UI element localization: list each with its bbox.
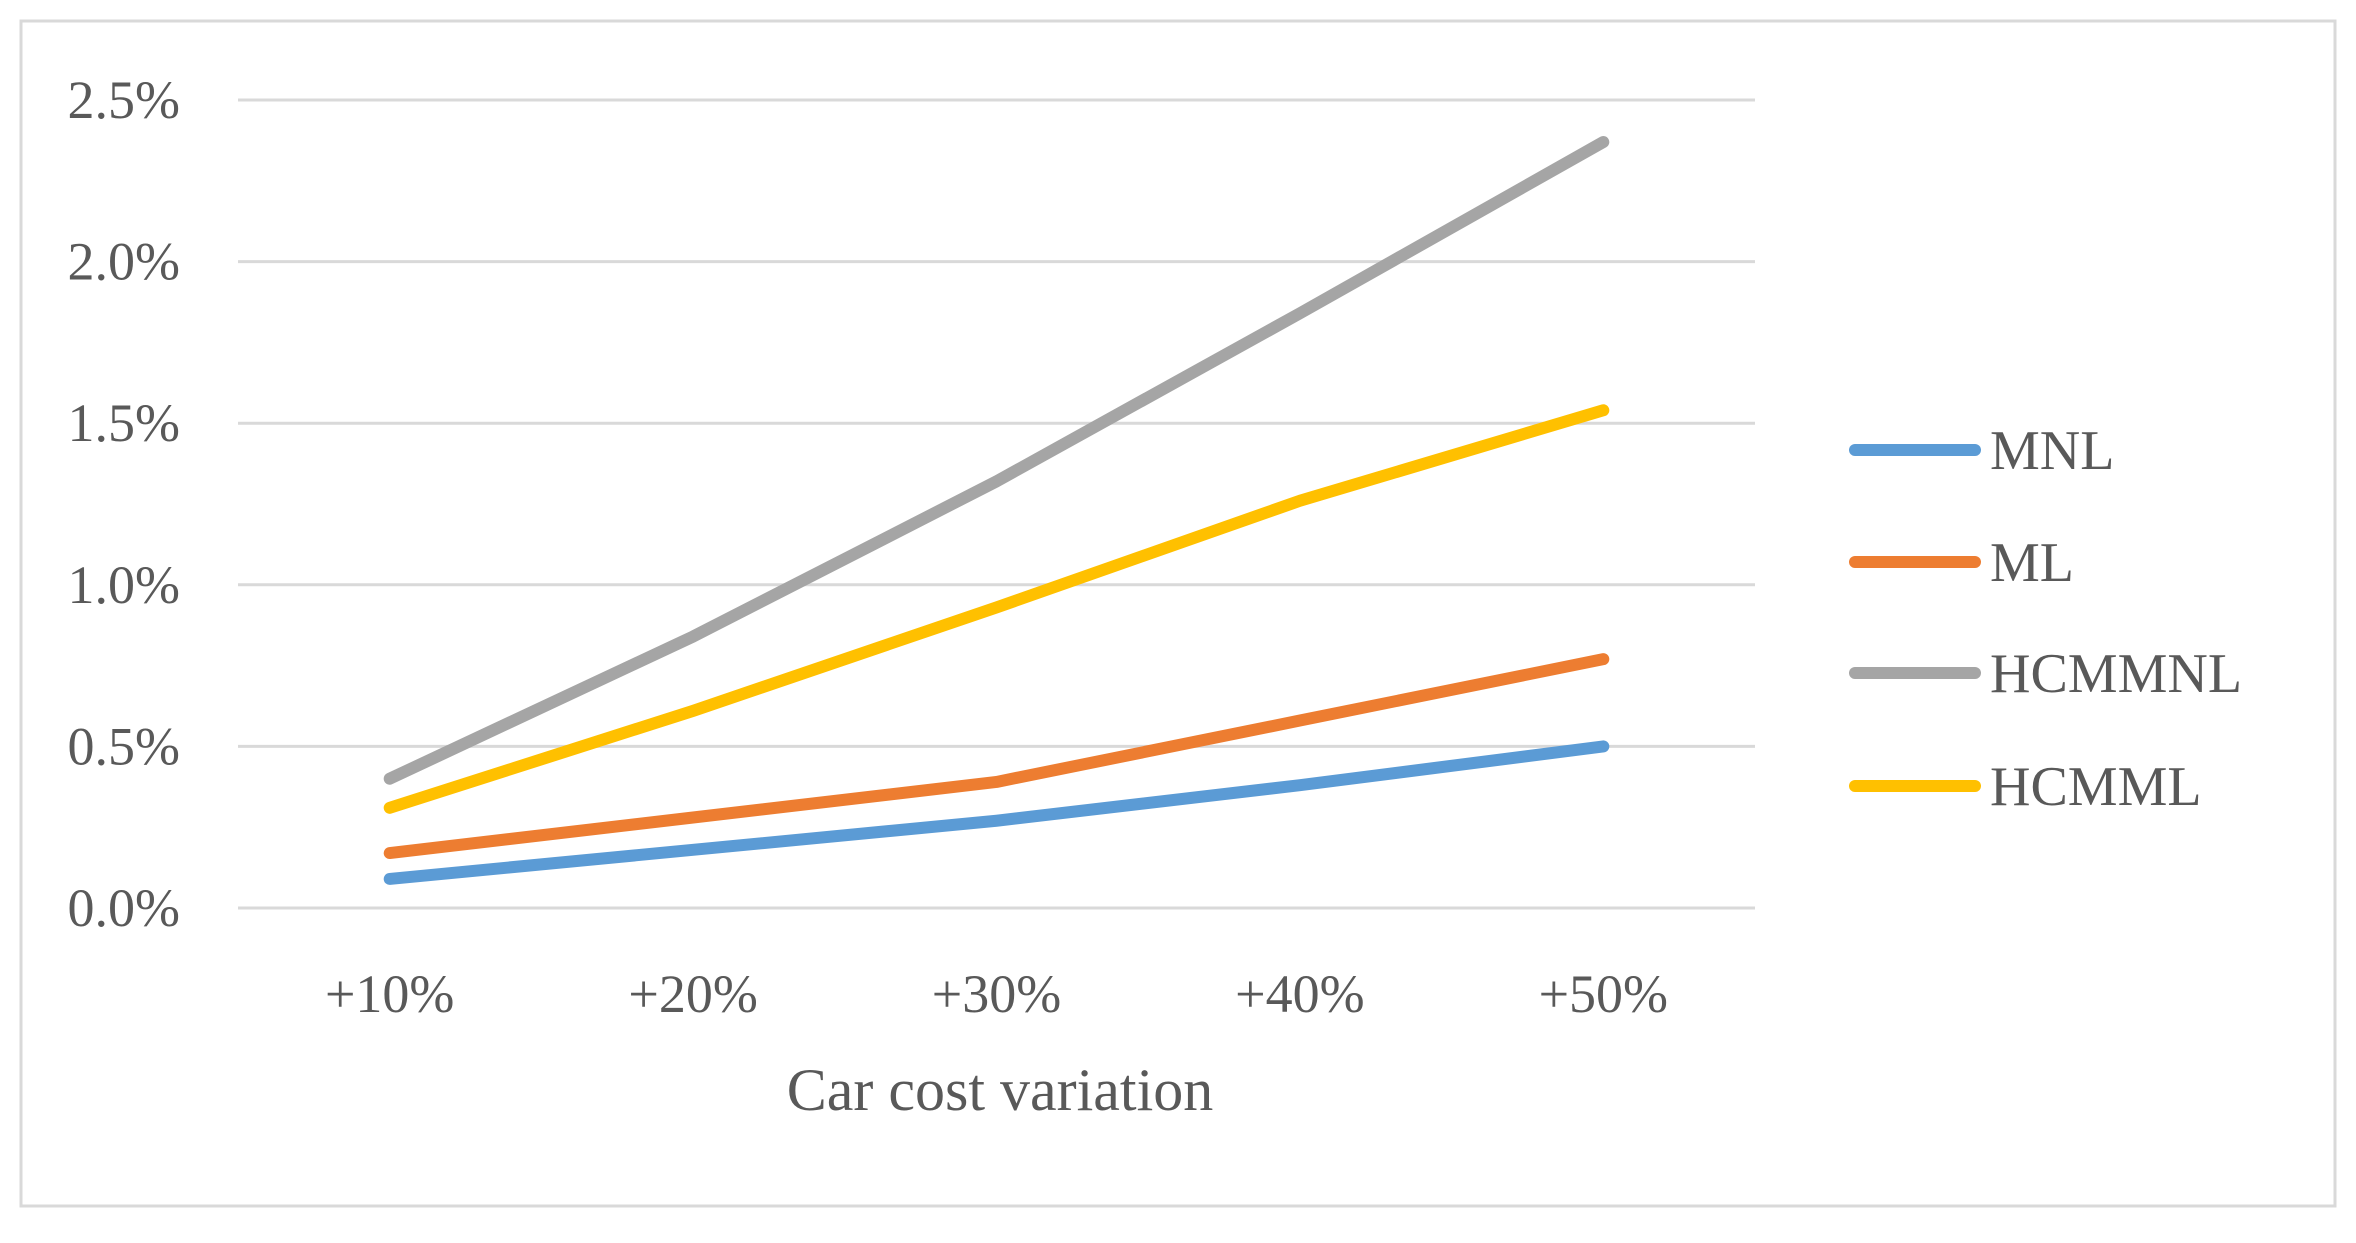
legend-label: HCMMNL xyxy=(1990,643,2242,705)
y-tick-label: 2.0% xyxy=(68,232,180,292)
series-line-hcmml xyxy=(383,404,1610,814)
x-tick-label: +30% xyxy=(932,964,1061,1024)
x-axis-ticks: +10% +20% +30% +40% +50% xyxy=(325,964,1668,1024)
x-axis-title: Car cost variation xyxy=(787,1057,1214,1123)
series-line-hcmmnl xyxy=(383,136,1610,785)
y-tick-label: 2.5% xyxy=(68,70,180,130)
legend: MNL ML HCMMNL HCMML xyxy=(1849,420,2242,818)
y-tick-label: 0.0% xyxy=(68,878,180,938)
y-axis-ticks: 0.0% 0.5% 1.0% 1.5% 2.0% 2.5% xyxy=(68,70,180,938)
y-tick-label: 1.5% xyxy=(68,393,180,453)
legend-label: MNL xyxy=(1990,420,2114,482)
series-line-mnl xyxy=(383,740,1610,885)
series-lines xyxy=(383,136,1610,885)
y-tick-label: 1.0% xyxy=(68,555,180,615)
legend-item: HCMMNL xyxy=(1849,643,2242,705)
gridlines xyxy=(238,98,1755,910)
legend-item: HCMML xyxy=(1849,756,2202,818)
legend-item: MNL xyxy=(1849,420,2114,482)
x-tick-label: +20% xyxy=(628,964,757,1024)
legend-label: HCMML xyxy=(1990,756,2202,818)
x-tick-label: +50% xyxy=(1539,964,1668,1024)
x-tick-label: +10% xyxy=(325,964,454,1024)
legend-label: ML xyxy=(1990,532,2074,594)
y-tick-label: 0.5% xyxy=(68,716,180,776)
x-tick-label: +40% xyxy=(1235,964,1364,1024)
series-line-ml xyxy=(383,653,1610,860)
chart-border xyxy=(19,19,2337,1208)
legend-item: ML xyxy=(1849,532,2074,594)
